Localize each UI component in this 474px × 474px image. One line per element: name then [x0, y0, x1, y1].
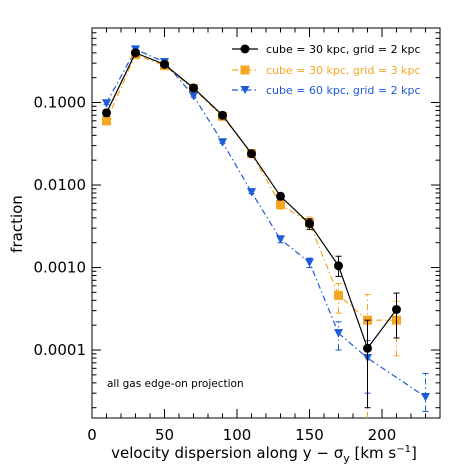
x-tick-label: 200 — [368, 426, 397, 444]
series-line — [105, 52, 397, 350]
x-tick-label: 150 — [295, 426, 324, 444]
legend: cube = 30 kpc, grid = 2 kpc cube = 30 kp… — [232, 43, 421, 97]
series-line — [105, 48, 426, 398]
data-point — [334, 261, 343, 271]
y-tick-labels: 0.0001 0.0010 0.0100 0.1000 — [34, 94, 87, 360]
data-point — [334, 290, 343, 300]
data-point — [363, 343, 372, 353]
data-point — [305, 258, 314, 268]
legend-label-1: cube = 30 kpc, grid = 3 kpc — [266, 64, 421, 77]
data-point — [392, 304, 401, 314]
x-tick-label: 0 — [87, 426, 97, 444]
legend-entry-1: cube = 30 kpc, grid = 3 kpc — [232, 64, 421, 77]
y-tick-label: 0.0010 — [34, 259, 87, 277]
data-point — [189, 83, 198, 93]
data-point — [276, 200, 285, 210]
x-tick-label: 100 — [223, 426, 252, 444]
y-tick-label: 0.1000 — [34, 94, 87, 112]
x-axis-label: velocity dispersion along y − σy [km s−1… — [111, 444, 417, 465]
annotation-text: all gas edge-on projection — [107, 378, 244, 390]
legend-label-2: cube = 60 kpc, grid = 2 kpc — [266, 84, 421, 97]
series-2 — [102, 45, 430, 412]
legend-entry-0: cube = 30 kpc, grid = 2 kpc — [232, 43, 421, 56]
data-point — [160, 59, 169, 69]
data-point — [102, 116, 111, 126]
y-tick-label: 0.0001 — [34, 341, 87, 359]
y-axis-label: fraction — [8, 195, 26, 253]
data-point — [189, 91, 198, 101]
x-tick-labels: 0 50 100 150 200 — [87, 426, 396, 444]
data-point — [247, 188, 256, 197]
data-point — [218, 110, 227, 120]
series-1 — [102, 50, 401, 418]
legend-entry-2: cube = 60 kpc, grid = 2 kpc — [232, 84, 421, 97]
axis-ticks — [91, 27, 441, 418]
data-point — [131, 48, 140, 58]
data-point — [276, 191, 285, 201]
data-point — [247, 149, 256, 159]
data-point — [334, 329, 343, 338]
legend-label-0: cube = 30 kpc, grid = 2 kpc — [266, 43, 421, 56]
y-tick-label: 0.0100 — [34, 176, 87, 194]
data-point — [218, 138, 227, 147]
x-tick-label: 50 — [155, 426, 174, 444]
data-point — [305, 219, 314, 229]
series-layer — [102, 45, 430, 418]
data-point — [102, 99, 111, 108]
data-point — [102, 108, 111, 118]
data-point — [276, 235, 285, 244]
data-point — [421, 392, 430, 402]
series-0 — [102, 48, 401, 409]
